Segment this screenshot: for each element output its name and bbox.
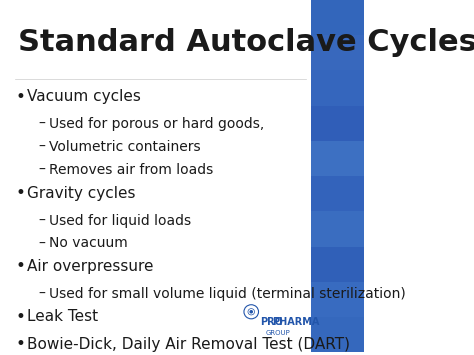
Text: –: – [38,163,46,177]
Text: Gravity cycles: Gravity cycles [27,186,136,201]
FancyBboxPatch shape [311,176,364,211]
Text: –: – [38,140,46,154]
FancyBboxPatch shape [311,317,364,352]
FancyBboxPatch shape [311,0,364,35]
Text: •: • [15,335,25,353]
Text: –: – [38,236,46,250]
Text: Vacuum cycles: Vacuum cycles [27,89,141,104]
Text: Volumetric containers: Volumetric containers [49,140,201,154]
Text: Used for small volume liquid (terminal sterilization): Used for small volume liquid (terminal s… [49,287,406,301]
Circle shape [250,311,252,313]
Text: Bowie-Dick, Daily Air Removal Test (DART): Bowie-Dick, Daily Air Removal Test (DART… [27,337,350,352]
Text: Used for porous or hard goods,: Used for porous or hard goods, [49,118,264,131]
Text: PHARMA: PHARMA [272,317,319,327]
Text: Used for liquid loads: Used for liquid loads [49,213,191,228]
FancyBboxPatch shape [311,35,364,70]
Text: Standard Autoclave Cycles: Standard Autoclave Cycles [18,28,474,57]
Text: •: • [15,257,25,275]
Text: –: – [38,118,46,131]
FancyBboxPatch shape [311,141,364,176]
Text: GROUP: GROUP [266,330,291,336]
FancyBboxPatch shape [311,247,364,282]
Text: PRO: PRO [260,317,283,327]
Text: –: – [38,213,46,228]
Text: Air overpressure: Air overpressure [27,259,154,274]
FancyBboxPatch shape [311,70,364,106]
FancyBboxPatch shape [311,106,364,141]
FancyBboxPatch shape [311,0,364,352]
Text: –: – [38,287,46,301]
Text: •: • [15,308,25,326]
Text: •: • [15,88,25,106]
Text: Leak Test: Leak Test [27,309,99,324]
Text: No vacuum: No vacuum [49,236,128,250]
FancyBboxPatch shape [311,282,364,317]
Text: Removes air from loads: Removes air from loads [49,163,213,177]
Text: •: • [15,184,25,202]
FancyBboxPatch shape [311,211,364,247]
